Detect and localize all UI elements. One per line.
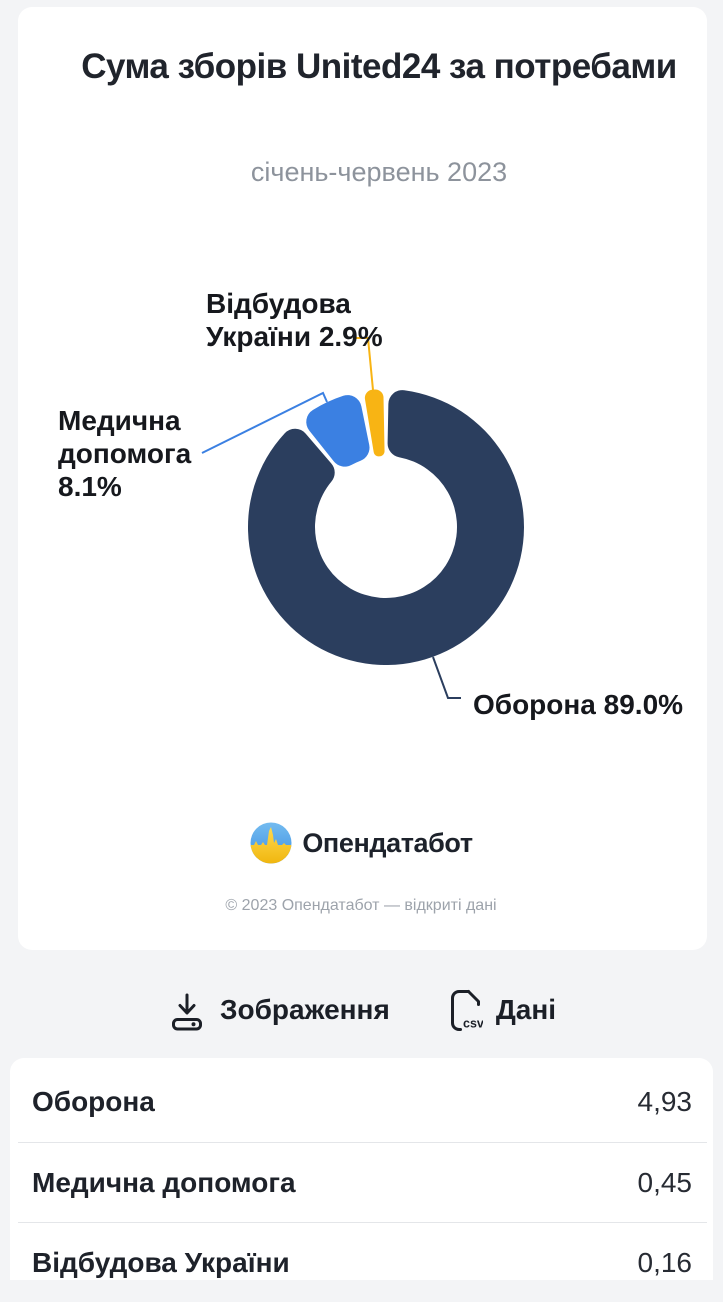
table-row-label: Відбудова України [32, 1246, 290, 1278]
donut-segment-3[interactable] [364, 389, 385, 457]
pie-label-vidbudova-ukrainy: Відбудова України 2.9% [206, 288, 383, 352]
pie-label-oborona: Оборона 89.0% [473, 689, 684, 720]
chart-title: Сума зборів United24 за потребами [81, 47, 677, 86]
actions-row: Зображення csv Дані [0, 982, 723, 1038]
table-row-value: 0,16 [637, 1246, 693, 1278]
leader-line-3 [353, 337, 374, 391]
pie-label-medychna-dopomoha: Медична допомога 8.1% [58, 405, 192, 502]
donut-segment-2[interactable] [306, 395, 370, 467]
table-row: Відбудова України 0,16 [18, 1222, 707, 1302]
download-data-button[interactable]: csv Дані [448, 988, 556, 1033]
opendatabot-wordmark: Опендатабот [302, 827, 473, 858]
chart-card: Сума зборів United24 за потребами січень… [18, 7, 707, 950]
copyright-text: © 2023 Опендатабот — відкриті дані [225, 897, 497, 914]
table-row-label: Оборона [32, 1086, 155, 1117]
table-row-label: Медична допомога [32, 1166, 296, 1198]
csv-file-icon: csv [450, 989, 483, 1031]
values-table: Оборона 4,93 Медична допомога 0,45 Відбудова… [10, 1058, 713, 1280]
download-image-label: Зображення [219, 994, 390, 1025]
leader-line-2 [201, 391, 328, 454]
download-icon [171, 993, 202, 1030]
chart-period-subtitle: січень-червень 2023 [250, 157, 508, 187]
table-row: Медична допомога 0,45 [18, 1142, 707, 1222]
table-row-value: 4,93 [637, 1086, 693, 1117]
brand-row[interactable]: Опендатабот [0, 821, 723, 865]
table-row: Оборона 4,93 [18, 1062, 707, 1142]
download-image-button[interactable]: Зображення [167, 988, 390, 1033]
donut-chart [201, 337, 524, 699]
opendatabot-logo-icon [250, 822, 292, 864]
svg-text:csv: csv [463, 1016, 483, 1030]
leader-line-1 [432, 656, 461, 699]
table-row-value: 0,45 [637, 1166, 693, 1198]
donut-segment-1[interactable] [247, 390, 524, 666]
download-data-label: Дані [495, 994, 557, 1025]
